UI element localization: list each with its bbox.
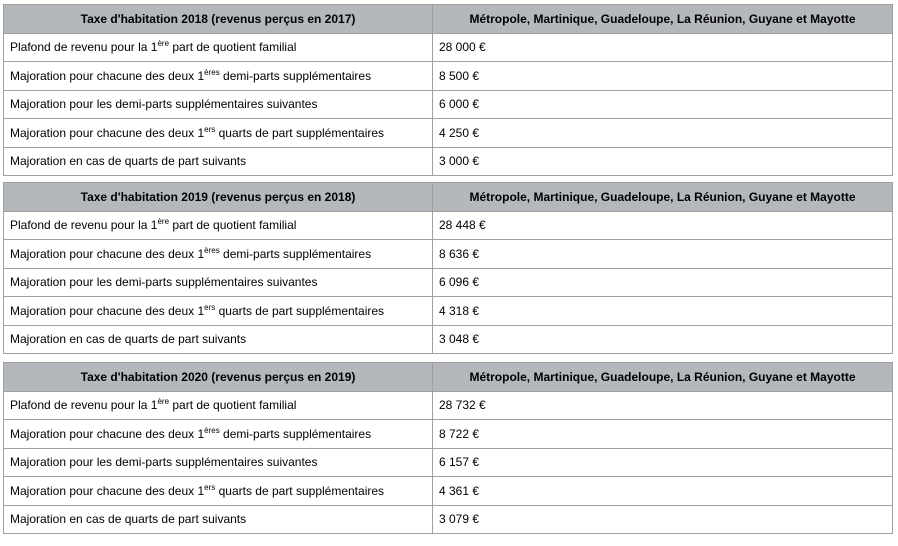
data-row: Plafond de revenu pour la 1ère part de q… bbox=[3, 32, 893, 62]
label-cell: Majoration en cas de quarts de part suiv… bbox=[3, 504, 433, 534]
label-superscript: ère bbox=[157, 397, 170, 407]
label-text: quarts de part supplémentaires bbox=[215, 303, 385, 318]
label-text: Majoration pour chacune des deux 1 bbox=[10, 246, 205, 261]
rate-table: Taxe d'habitation 2019 (revenus perçus e… bbox=[3, 182, 893, 354]
label-text: part de quotient familial bbox=[169, 218, 297, 233]
value-cell: 8 500 € bbox=[432, 61, 893, 91]
value-cell: 8 722 € bbox=[432, 419, 893, 449]
value-cell: 28 732 € bbox=[432, 390, 893, 420]
data-row: Majoration pour chacune des deux 1ers qu… bbox=[3, 476, 893, 506]
label-superscript: ères bbox=[204, 67, 220, 77]
label-text: Majoration pour chacune des deux 1 bbox=[10, 483, 205, 498]
label-text: demi-parts supplémentaires bbox=[219, 68, 372, 83]
value-cell: 6 157 € bbox=[432, 447, 893, 477]
value-cell: 3 000 € bbox=[432, 146, 893, 176]
label-text: Majoration pour chacune des deux 1 bbox=[10, 125, 205, 140]
header-cell: Métropole, Martinique, Guadeloupe, La Ré… bbox=[432, 362, 893, 392]
label-cell: Majoration pour chacune des deux 1ères d… bbox=[3, 239, 433, 269]
header-row: Taxe d'habitation 2019 (revenus perçus e… bbox=[3, 182, 893, 212]
header-cell: Taxe d'habitation 2020 (revenus perçus e… bbox=[3, 362, 433, 392]
label-cell: Plafond de revenu pour la 1ère part de q… bbox=[3, 32, 433, 62]
label-cell: Majoration pour chacune des deux 1ères d… bbox=[3, 61, 433, 91]
value-cell: 28 448 € bbox=[432, 210, 893, 240]
label-superscript: ères bbox=[204, 245, 220, 255]
label-text: Plafond de revenu pour la 1 bbox=[10, 40, 158, 55]
label-cell: Majoration pour chacune des deux 1ers qu… bbox=[3, 296, 433, 326]
label-text: part de quotient familial bbox=[169, 398, 297, 413]
data-row: Majoration pour chacune des deux 1ers qu… bbox=[3, 118, 893, 148]
data-row: Majoration en cas de quarts de part suiv… bbox=[3, 146, 893, 176]
label-cell: Majoration en cas de quarts de part suiv… bbox=[3, 324, 433, 354]
label-superscript: ers bbox=[204, 482, 216, 492]
label-text: Plafond de revenu pour la 1 bbox=[10, 398, 158, 413]
label-text: Majoration pour chacune des deux 1 bbox=[10, 426, 205, 441]
label-cell: Majoration pour chacune des deux 1ers qu… bbox=[3, 476, 433, 506]
label-text: part de quotient familial bbox=[169, 40, 297, 55]
value-cell: 8 636 € bbox=[432, 239, 893, 269]
label-text: demi-parts supplémentaires bbox=[219, 246, 372, 261]
label-cell: Plafond de revenu pour la 1ère part de q… bbox=[3, 210, 433, 240]
label-cell: Majoration pour les demi-parts supplémen… bbox=[3, 447, 433, 477]
value-cell: 6 000 € bbox=[432, 89, 893, 119]
data-row: Majoration pour chacune des deux 1ères d… bbox=[3, 239, 893, 269]
value-cell: 6 096 € bbox=[432, 267, 893, 297]
data-row: Majoration pour chacune des deux 1ères d… bbox=[3, 419, 893, 449]
label-text: Majoration pour chacune des deux 1 bbox=[10, 68, 205, 83]
label-cell: Majoration pour chacune des deux 1ers qu… bbox=[3, 118, 433, 148]
rate-table: Taxe d'habitation 2020 (revenus perçus e… bbox=[3, 362, 893, 534]
header-cell: Taxe d'habitation 2018 (revenus perçus e… bbox=[3, 4, 433, 34]
data-row: Majoration pour chacune des deux 1ères d… bbox=[3, 61, 893, 91]
label-superscript: ère bbox=[157, 217, 170, 227]
data-row: Plafond de revenu pour la 1ère part de q… bbox=[3, 390, 893, 420]
label-text: Plafond de revenu pour la 1 bbox=[10, 218, 158, 233]
label-superscript: ère bbox=[157, 39, 170, 49]
header-row: Taxe d'habitation 2020 (revenus perçus e… bbox=[3, 362, 893, 392]
header-cell: Métropole, Martinique, Guadeloupe, La Ré… bbox=[432, 4, 893, 34]
label-text: quarts de part supplémentaires bbox=[215, 125, 385, 140]
value-cell: 4 361 € bbox=[432, 476, 893, 506]
header-cell: Métropole, Martinique, Guadeloupe, La Ré… bbox=[432, 182, 893, 212]
value-cell: 3 048 € bbox=[432, 324, 893, 354]
label-cell: Majoration en cas de quarts de part suiv… bbox=[3, 146, 433, 176]
value-cell: 4 318 € bbox=[432, 296, 893, 326]
label-cell: Plafond de revenu pour la 1ère part de q… bbox=[3, 390, 433, 420]
value-cell: 3 079 € bbox=[432, 504, 893, 534]
rate-table: Taxe d'habitation 2018 (revenus perçus e… bbox=[3, 4, 893, 176]
data-row: Majoration en cas de quarts de part suiv… bbox=[3, 504, 893, 534]
header-cell: Taxe d'habitation 2019 (revenus perçus e… bbox=[3, 182, 433, 212]
value-cell: 28 000 € bbox=[432, 32, 893, 62]
label-text: Majoration pour chacune des deux 1 bbox=[10, 303, 205, 318]
data-row: Plafond de revenu pour la 1ère part de q… bbox=[3, 210, 893, 240]
label-cell: Majoration pour chacune des deux 1ères d… bbox=[3, 419, 433, 449]
data-row: Majoration pour chacune des deux 1ers qu… bbox=[3, 296, 893, 326]
label-superscript: ers bbox=[204, 302, 216, 312]
header-row: Taxe d'habitation 2018 (revenus perçus e… bbox=[3, 4, 893, 34]
data-row: Majoration pour les demi-parts supplémen… bbox=[3, 447, 893, 477]
label-text: quarts de part supplémentaires bbox=[215, 483, 385, 498]
label-superscript: ères bbox=[204, 425, 220, 435]
label-superscript: ers bbox=[204, 124, 216, 134]
value-cell: 4 250 € bbox=[432, 118, 893, 148]
data-row: Majoration pour les demi-parts supplémen… bbox=[3, 267, 893, 297]
data-row: Majoration en cas de quarts de part suiv… bbox=[3, 324, 893, 354]
data-row: Majoration pour les demi-parts supplémen… bbox=[3, 89, 893, 119]
label-cell: Majoration pour les demi-parts supplémen… bbox=[3, 267, 433, 297]
label-text: demi-parts supplémentaires bbox=[219, 426, 372, 441]
label-cell: Majoration pour les demi-parts supplémen… bbox=[3, 89, 433, 119]
